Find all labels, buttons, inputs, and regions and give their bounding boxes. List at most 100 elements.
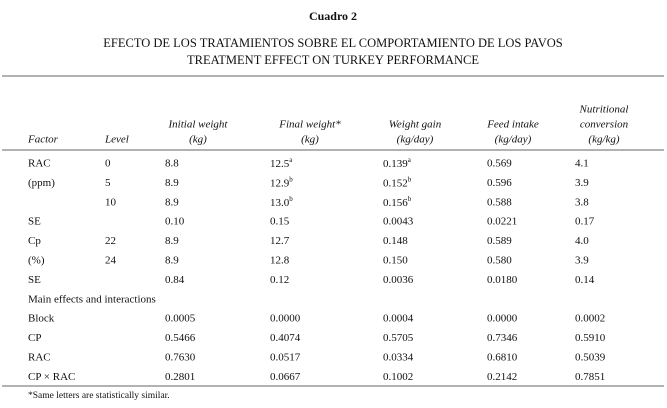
- cell: 0.0221: [487, 216, 517, 228]
- column-header: Feed intake: [486, 119, 539, 131]
- cell: 12.9b: [270, 175, 293, 189]
- cell: 0.152b: [383, 175, 412, 189]
- cell: 0.580: [487, 255, 512, 267]
- column-header: Nutritional: [579, 104, 629, 116]
- cell: 4.1: [575, 158, 589, 170]
- column-header: Level: [104, 134, 129, 146]
- cell: 0.596: [487, 177, 512, 189]
- superscript: b: [289, 175, 293, 183]
- footnote: *Same letters are statistically similar.: [28, 391, 170, 401]
- title: Cuadro 2: [309, 9, 357, 23]
- cell: 0: [105, 158, 111, 170]
- cell: 0.0517: [270, 352, 301, 364]
- cell: SE: [28, 216, 41, 228]
- cell: 0.17: [575, 216, 595, 228]
- column-header: (kg): [189, 134, 207, 146]
- cell: 0.84: [165, 274, 185, 286]
- cell: 0.0005: [165, 313, 196, 325]
- cell: CP × RAC: [28, 371, 75, 383]
- cell: 0.14: [575, 274, 595, 286]
- cell: 0.150: [383, 255, 408, 267]
- cell: 0.1002: [383, 371, 413, 383]
- cell: 0.6810: [487, 352, 518, 364]
- cell: (%): [28, 255, 45, 267]
- cell: 4.0: [575, 235, 589, 247]
- cell: 0.4074: [270, 332, 301, 344]
- cell: 0.2801: [165, 371, 195, 383]
- cell: 8.9: [165, 177, 179, 189]
- cell: 0.0036: [383, 274, 414, 286]
- cell: 5: [105, 177, 111, 189]
- cell: SE: [28, 274, 41, 286]
- cell: 0.0002: [575, 313, 605, 325]
- cell: 0.569: [487, 158, 512, 170]
- cell: 8.9: [165, 255, 179, 267]
- cell: 22: [105, 235, 116, 247]
- column-header: (kg/day): [495, 134, 532, 146]
- cell: 0.15: [270, 216, 290, 228]
- cell: 0.589: [487, 235, 512, 247]
- cell: 12.7: [270, 235, 290, 247]
- superscript: a: [408, 156, 412, 164]
- cell: Block: [28, 313, 55, 325]
- cell-value: 0.152: [383, 177, 408, 189]
- column-header: (kg/kg): [588, 134, 619, 146]
- column-header: Factor: [27, 134, 59, 146]
- superscript: a: [289, 156, 293, 164]
- cell: 0.0043: [383, 216, 414, 228]
- cell: 0.139a: [383, 156, 412, 170]
- cell: 0.5039: [575, 352, 606, 364]
- cell-value: 0.139: [383, 158, 408, 170]
- cell: (ppm): [28, 177, 55, 189]
- cell: 0.5910: [575, 332, 606, 344]
- cell: 3.8: [575, 196, 589, 208]
- cell: 3.9: [575, 255, 589, 267]
- cell-value: 12.9: [270, 177, 290, 189]
- cell: 0.7346: [487, 332, 518, 344]
- cell: 8.8: [165, 158, 179, 170]
- cell: 0.0667: [270, 371, 301, 383]
- cell: 12.8: [270, 255, 290, 267]
- cell: 0.2142: [487, 371, 517, 383]
- cell: RAC: [28, 158, 51, 170]
- cell: 3.9: [575, 177, 589, 189]
- cell: Main effects and interactions: [28, 293, 156, 305]
- column-header: (kg/day): [397, 134, 434, 146]
- cell: 0.5705: [383, 332, 414, 344]
- cell: 0.148: [383, 235, 408, 247]
- cell: 0.10: [165, 216, 185, 228]
- cell: 24: [105, 255, 117, 267]
- cell: Cp: [28, 235, 41, 247]
- cell: 10: [105, 196, 117, 208]
- cell: 0.0000: [487, 313, 518, 325]
- superscript: b: [289, 194, 293, 202]
- subtitle-es: EFECTO DE LOS TRATAMIENTOS SOBRE EL COMP…: [103, 36, 563, 50]
- cell: 0.7630: [165, 352, 196, 364]
- column-header: (kg): [301, 134, 319, 146]
- cell: 0.0180: [487, 274, 518, 286]
- cell: 13.0b: [270, 194, 293, 208]
- cell: 0.0334: [383, 352, 414, 364]
- cell: 12.5a: [270, 156, 293, 170]
- column-header: Final weight*: [278, 119, 341, 131]
- superscript: b: [408, 194, 412, 202]
- cell: 0.0000: [270, 313, 301, 325]
- cell: 0.5466: [165, 332, 196, 344]
- cell: 8.9: [165, 235, 179, 247]
- cell-value: 0.156: [383, 196, 408, 208]
- superscript: b: [408, 175, 412, 183]
- cell: 0.7851: [575, 371, 605, 383]
- cell: 0.588: [487, 196, 512, 208]
- cell: 0.156b: [383, 194, 412, 208]
- column-header: conversion: [580, 119, 629, 131]
- cell-value: 13.0: [270, 196, 290, 208]
- cell: 8.9: [165, 196, 179, 208]
- cell: RAC: [28, 352, 51, 364]
- column-header: Weight gain: [389, 119, 442, 131]
- cell: 0.0004: [383, 313, 414, 325]
- cell-value: 12.5: [270, 158, 290, 170]
- column-header: Initial weight: [168, 119, 229, 131]
- cell: 0.12: [270, 274, 289, 286]
- subtitle-en: TREATMENT EFFECT ON TURKEY PERFORMANCE: [187, 53, 479, 67]
